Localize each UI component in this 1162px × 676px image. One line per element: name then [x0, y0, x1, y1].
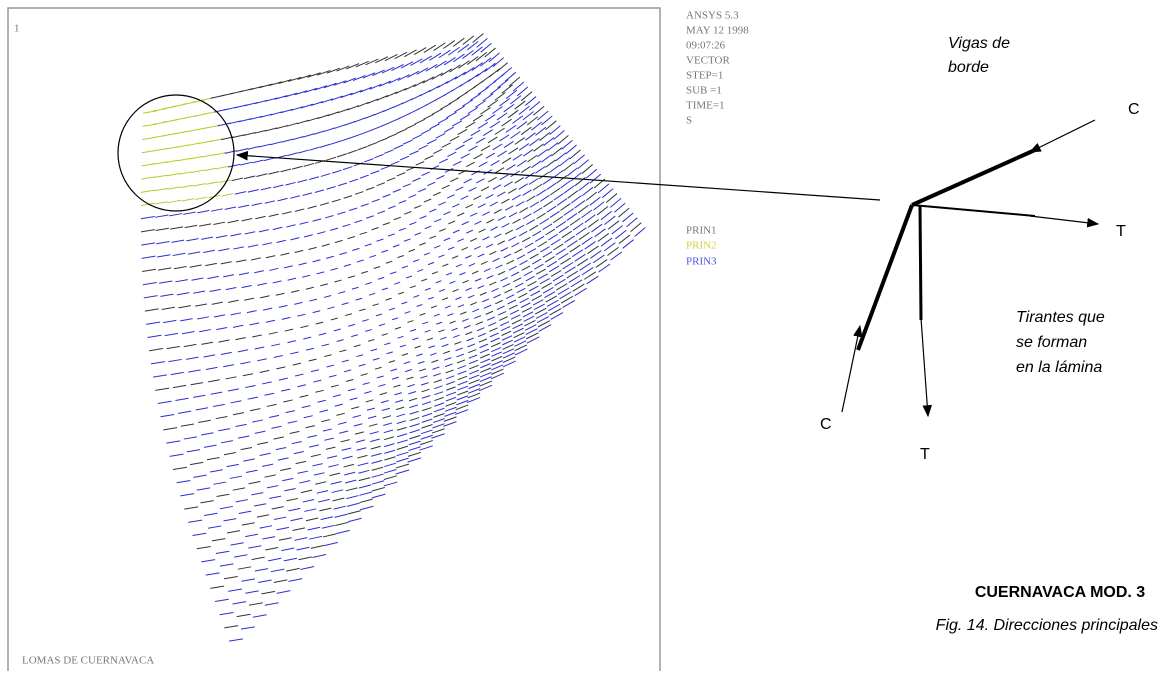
force-label: C [820, 416, 832, 433]
legend-entry: PRIN2 [686, 240, 717, 252]
tie-t [912, 205, 1035, 216]
info-block: ANSYS 5.3 MAY 12 1998 09:07:26 VECTOR STEP=1… [686, 10, 749, 127]
force-label: T [1116, 223, 1126, 240]
tension-arrow [1030, 216, 1098, 224]
info-line: ANSYS 5.3 [686, 10, 739, 22]
figure: 1 LOMAS DE CUERNAVACA ANSYS 5.3 MAY 12 19… [0, 0, 1162, 671]
annotation: se forman [1016, 334, 1087, 351]
plot-footer: LOMAS DE CUERNAVACA [22, 655, 154, 667]
info-line: 09:07:26 [686, 40, 726, 52]
force-label: T [920, 446, 930, 463]
plot-window [8, 8, 660, 671]
force-label: C [1128, 101, 1140, 118]
annotation: en la lámina [1016, 359, 1102, 376]
info-line: TIME=1 [686, 100, 725, 112]
legend-entry: PRIN3 [686, 256, 717, 268]
info-line: S [686, 115, 692, 127]
tension-arrow [921, 318, 928, 416]
info-line: STEP=1 [686, 70, 723, 82]
compression-arrow [842, 326, 860, 412]
caption-text: Fig. 14. Direcciones principales [936, 617, 1158, 634]
annotation: borde [948, 59, 989, 76]
tie-t [920, 205, 921, 320]
caption-title: CUERNAVACA MOD. 3 [975, 584, 1145, 601]
beam-c [858, 205, 912, 350]
compression-arrow [1030, 120, 1095, 152]
info-line: SUB =1 [686, 85, 722, 97]
annotation: Vigas de [948, 35, 1010, 52]
window-number: 1 [14, 23, 20, 35]
annotation: Tirantes que [1016, 309, 1105, 326]
page: 1 LOMAS DE CUERNAVACA ANSYS 5.3 MAY 12 19… [0, 0, 1162, 676]
legend-entry: PRIN1 [686, 225, 717, 237]
beam-c [912, 150, 1035, 205]
info-line: MAY 12 1998 [686, 25, 749, 37]
info-line: VECTOR [686, 55, 730, 67]
